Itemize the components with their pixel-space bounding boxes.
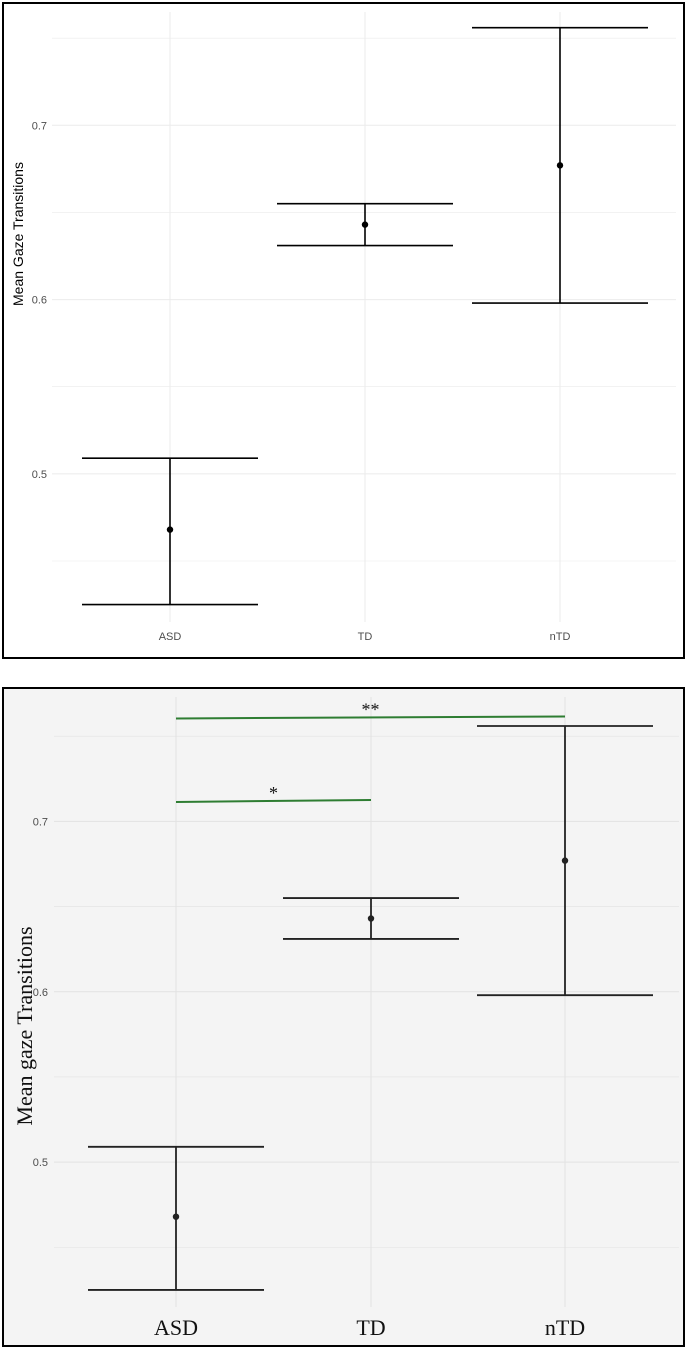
chart-top: 0.5 0.6 0.7 ASD TD nTD Mean Gaze Transitions	[10, 12, 676, 643]
data-marks	[88, 725, 653, 1291]
x-tick-label-ASD: ASD	[159, 631, 182, 643]
x-tick-label-TD: TD	[358, 631, 373, 643]
significance-line-1	[175, 798, 372, 803]
y-tick-label: 0.7	[32, 120, 47, 132]
y-tick-labels: 0.5 0.6 0.7	[33, 816, 48, 1169]
y-axis-title: Mean gaze Transitions	[12, 926, 37, 1125]
significance-label-2: **	[362, 699, 380, 719]
chart-bottom-panel: * ** 0.5 0.6 0.7 ASD TD nTD Mean gaze Transit…	[2, 687, 685, 1347]
significance-bars: ***	[175, 699, 566, 803]
chart-bottom: *** 0.50.60.7 ASD TD nTD Mean gaze Transit…	[4, 689, 683, 1345]
data-point-ASD	[166, 526, 174, 533]
data-point-TD	[361, 221, 369, 228]
x-tick-label-nTD: nTD	[550, 631, 571, 643]
x-tick-labels: ASD TD nTD	[159, 631, 571, 643]
y-tick-label: 0.5	[32, 469, 47, 481]
grid-lines	[52, 12, 676, 622]
y-tick-label: 0.6	[33, 987, 48, 999]
y-tick-label: 0.5	[33, 1157, 48, 1169]
significance-label-1: *	[269, 783, 278, 803]
data-point-ASD	[172, 1213, 180, 1220]
data-point-nTD	[561, 857, 569, 864]
x-tick-label-ASD: ASD	[154, 1315, 198, 1340]
y-tick-label: 0.6	[32, 295, 47, 307]
data-point-TD	[367, 915, 375, 922]
plot-background	[4, 689, 683, 1345]
y-tick-labels: 0.5 0.6 0.7	[32, 120, 47, 481]
significance-line-2	[175, 715, 566, 720]
y-tick-label: 0.7	[33, 816, 48, 828]
data-marks	[82, 26, 648, 606]
y-axis-title: Mean Gaze Transitions	[10, 162, 26, 306]
x-tick-label-TD: TD	[356, 1315, 385, 1340]
x-tick-label-nTD: nTD	[545, 1315, 585, 1340]
data-point-nTD	[556, 162, 564, 169]
chart-top-panel: 0.5 0.6 0.7 ASD TD nTD Mean Gaze Transitions	[2, 2, 685, 659]
x-tick-labels: ASD TD nTD	[154, 1315, 585, 1340]
